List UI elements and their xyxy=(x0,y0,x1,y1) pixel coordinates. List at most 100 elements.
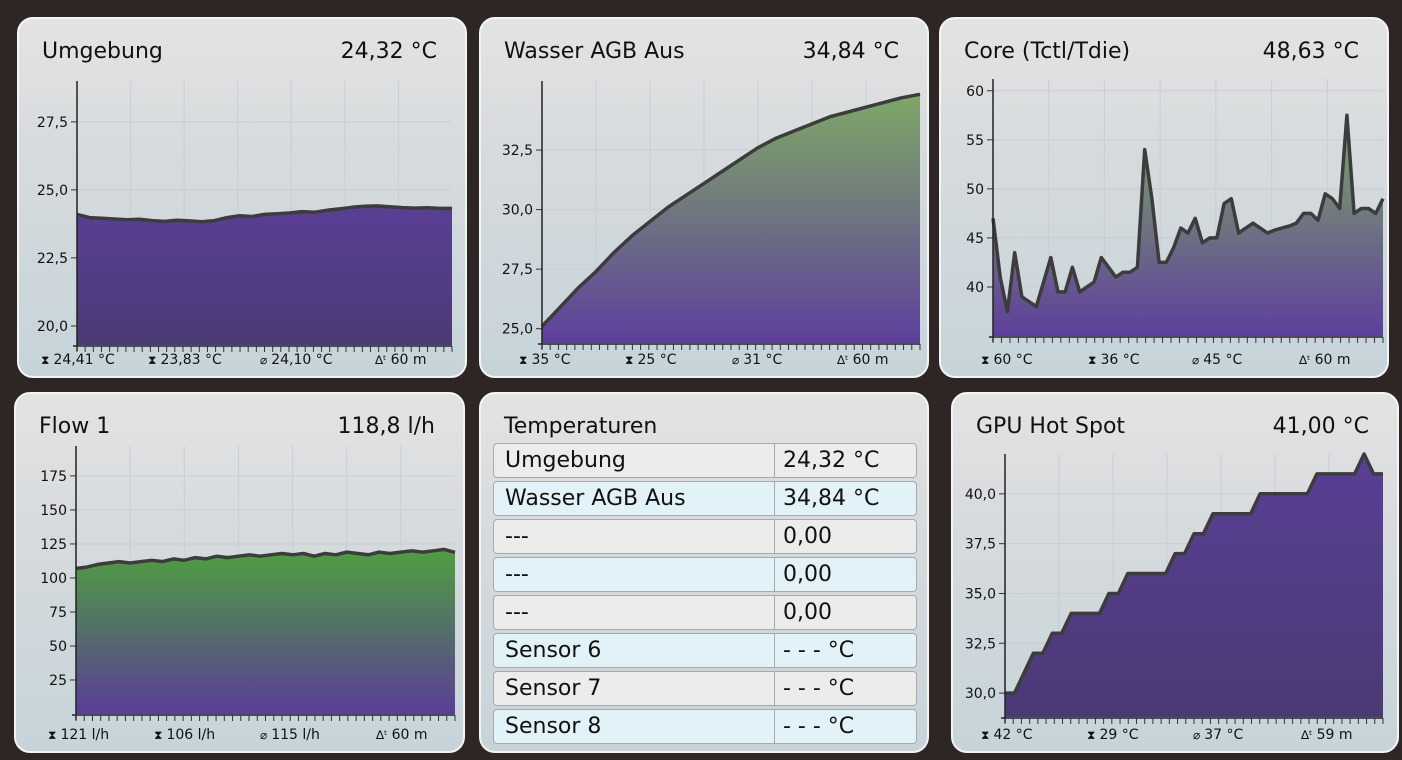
sensor-chart: 40,0 37,5 35,0 32,5 30,0 xyxy=(965,452,1384,724)
delta-time-icon: ∆ᵗ xyxy=(837,353,849,367)
stat-max: ⧗ 60 °C xyxy=(981,352,1033,368)
stat-avg: ⌀ 45 °C xyxy=(1192,352,1243,368)
stat-dt: ∆ᵗ 60 m xyxy=(1299,352,1351,368)
table-row[interactable]: --- 0,00 xyxy=(493,519,917,554)
y-tick-label: 175 xyxy=(40,469,67,485)
stat-dt: ∆ᵗ 59 m xyxy=(1301,727,1353,743)
average-icon: ⌀ xyxy=(732,353,740,367)
series-area xyxy=(77,205,452,345)
series-area xyxy=(993,115,1383,336)
sensor-panel-flow-1[interactable]: Flow 1 118,8 l/h 175 150 125 100 75 50 25 ⧗ 121… xyxy=(14,392,465,753)
sensor-panel-umgebung[interactable]: Umgebung 24,32 °C 27,5 25,0 22,5 20,0 ⧗ 24,4… xyxy=(17,17,467,378)
series-line xyxy=(1005,452,1383,695)
series-line xyxy=(991,113,1385,314)
y-tick-label: 45 xyxy=(966,231,984,247)
panel-title: Core (Tctl/Tdie) xyxy=(964,39,1131,64)
sensor-chart: 60 55 50 45 40 xyxy=(966,79,1385,343)
sensor-value-cell: 0,00 xyxy=(783,524,832,549)
sensor-name-cell: Wasser AGB Aus xyxy=(494,482,775,515)
min-icon: ⧗ xyxy=(154,728,163,742)
stat-avg: ⌀ 37 °C xyxy=(1193,727,1244,743)
sensor-name-cell: --- xyxy=(494,558,775,591)
min-icon: ⧗ xyxy=(625,353,634,367)
table-row[interactable]: Umgebung 24,32 °C xyxy=(493,443,917,478)
sensor-panel-gpu-hot-spot[interactable]: GPU Hot Spot 41,00 °C 40,0 37,5 35,0 32,5 30… xyxy=(951,392,1399,753)
average-icon: ⌀ xyxy=(1193,728,1201,742)
y-tick-label: 27,5 xyxy=(37,115,68,131)
panel-stats: ⧗ 121 l/h ⧗ 106 l/h ⌀ 115 l/h ∆ᵗ 60 m xyxy=(48,727,458,747)
delta-time-icon: ∆ᵗ xyxy=(376,728,388,742)
sensor-name-cell: Umgebung xyxy=(494,444,775,477)
delta-time-icon: ∆ᵗ xyxy=(1299,353,1311,367)
min-icon: ⧗ xyxy=(1087,728,1096,742)
y-tick-label: 60 xyxy=(966,84,984,100)
table-row[interactable]: Sensor 8 - - - °C xyxy=(493,709,917,744)
panel-current-value: 41,00 °C xyxy=(1272,414,1369,439)
delta-time-icon: ∆ᵗ xyxy=(1301,728,1313,742)
stat-max: ⧗ 24,41 °C xyxy=(41,352,115,368)
y-tick-label: 50 xyxy=(966,182,984,198)
panel-stats: ⧗ 35 °C ⧗ 25 °C ⌀ 31 °C ∆ᵗ 60 m xyxy=(519,352,919,372)
stat-min: ⧗ 106 l/h xyxy=(154,727,216,743)
temperature-table-panel[interactable]: Temperaturen Umgebung 24,32 °C Wasser AGB … xyxy=(479,392,929,753)
sensor-name-cell: Sensor 6 xyxy=(494,634,775,667)
y-tick-label: 22,5 xyxy=(37,251,68,267)
y-tick-label: 35,0 xyxy=(965,586,996,602)
min-icon: ⧗ xyxy=(1088,353,1097,367)
stat-min: ⧗ 23,83 °C xyxy=(148,352,222,368)
max-icon: ⧗ xyxy=(48,728,57,742)
panel-stats: ⧗ 24,41 °C ⧗ 23,83 °C ⌀ 24,10 °C ∆ᵗ 60 m xyxy=(41,352,461,372)
panel-title: Flow 1 xyxy=(39,414,111,439)
stat-min: ⧗ 36 °C xyxy=(1088,352,1140,368)
y-tick-label: 50 xyxy=(49,639,67,655)
panel-current-value: 118,8 l/h xyxy=(337,414,435,439)
sensor-value-cell: 0,00 xyxy=(783,562,832,587)
table-row[interactable]: --- 0,00 xyxy=(493,557,917,592)
panel-stats: ⧗ 60 °C ⧗ 36 °C ⌀ 45 °C ∆ᵗ 60 m xyxy=(981,352,1381,372)
y-tick-label: 27,5 xyxy=(502,262,533,278)
y-tick-label: 75 xyxy=(49,605,67,621)
sensor-value-cell: - - - °C xyxy=(783,676,855,701)
max-icon: ⧗ xyxy=(41,353,50,367)
stat-min: ⧗ 29 °C xyxy=(1087,727,1139,743)
y-tick-label: 55 xyxy=(966,133,984,149)
max-icon: ⧗ xyxy=(981,728,990,742)
sensor-value-cell: - - - °C xyxy=(783,638,855,663)
panel-title: Umgebung xyxy=(42,39,163,64)
sensor-name-cell: Sensor 7 xyxy=(494,672,775,705)
table-row[interactable]: Sensor 7 - - - °C xyxy=(493,671,917,706)
sensor-panel-wasser-agb-aus[interactable]: Wasser AGB Aus 34,84 °C 32,5 30,0 27,5 25,0… xyxy=(479,17,929,378)
series-line xyxy=(76,204,452,224)
stat-max: ⧗ 121 l/h xyxy=(48,727,110,743)
sensor-panel-core-tctl[interactable]: Core (Tctl/Tdie) 48,63 °C 60 55 50 45 40 ⧗ 60… xyxy=(939,17,1389,378)
series-area xyxy=(76,549,455,714)
y-tick-label: 150 xyxy=(40,503,67,519)
sensor-value-cell: 0,00 xyxy=(783,600,832,625)
table-row[interactable]: --- 0,00 xyxy=(493,595,917,630)
panel-current-value: 48,63 °C xyxy=(1262,39,1359,64)
sensor-value-cell: 24,32 °C xyxy=(783,448,880,473)
delta-time-icon: ∆ᵗ xyxy=(375,353,387,367)
stat-dt: ∆ᵗ 60 m xyxy=(837,352,889,368)
table-row[interactable]: Wasser AGB Aus 34,84 °C xyxy=(493,481,917,516)
sensor-name-cell: --- xyxy=(494,520,775,553)
y-tick-label: 40,0 xyxy=(965,487,996,503)
y-tick-label: 25,0 xyxy=(37,183,68,199)
max-icon: ⧗ xyxy=(981,353,990,367)
stat-avg: ⌀ 31 °C xyxy=(732,352,783,368)
average-icon: ⌀ xyxy=(260,353,268,367)
y-tick-label: 30,0 xyxy=(965,686,996,702)
stat-max: ⧗ 42 °C xyxy=(981,727,1033,743)
y-tick-label: 32,5 xyxy=(502,143,533,159)
sensor-chart: 27,5 25,0 22,5 20,0 xyxy=(37,81,453,352)
sensor-name-cell: Sensor 8 xyxy=(494,710,775,743)
y-tick-label: 25,0 xyxy=(502,322,533,338)
table-title: Temperaturen xyxy=(504,414,658,439)
stat-dt: ∆ᵗ 60 m xyxy=(376,727,428,743)
sensor-chart: 32,5 30,0 27,5 25,0 xyxy=(502,81,921,350)
panel-current-value: 24,32 °C xyxy=(340,39,437,64)
panel-stats: ⧗ 42 °C ⧗ 29 °C ⌀ 37 °C ∆ᵗ 59 m xyxy=(981,727,1391,747)
y-tick-label: 30,0 xyxy=(502,203,533,219)
y-tick-label: 37,5 xyxy=(965,537,996,553)
table-row[interactable]: Sensor 6 - - - °C xyxy=(493,633,917,668)
